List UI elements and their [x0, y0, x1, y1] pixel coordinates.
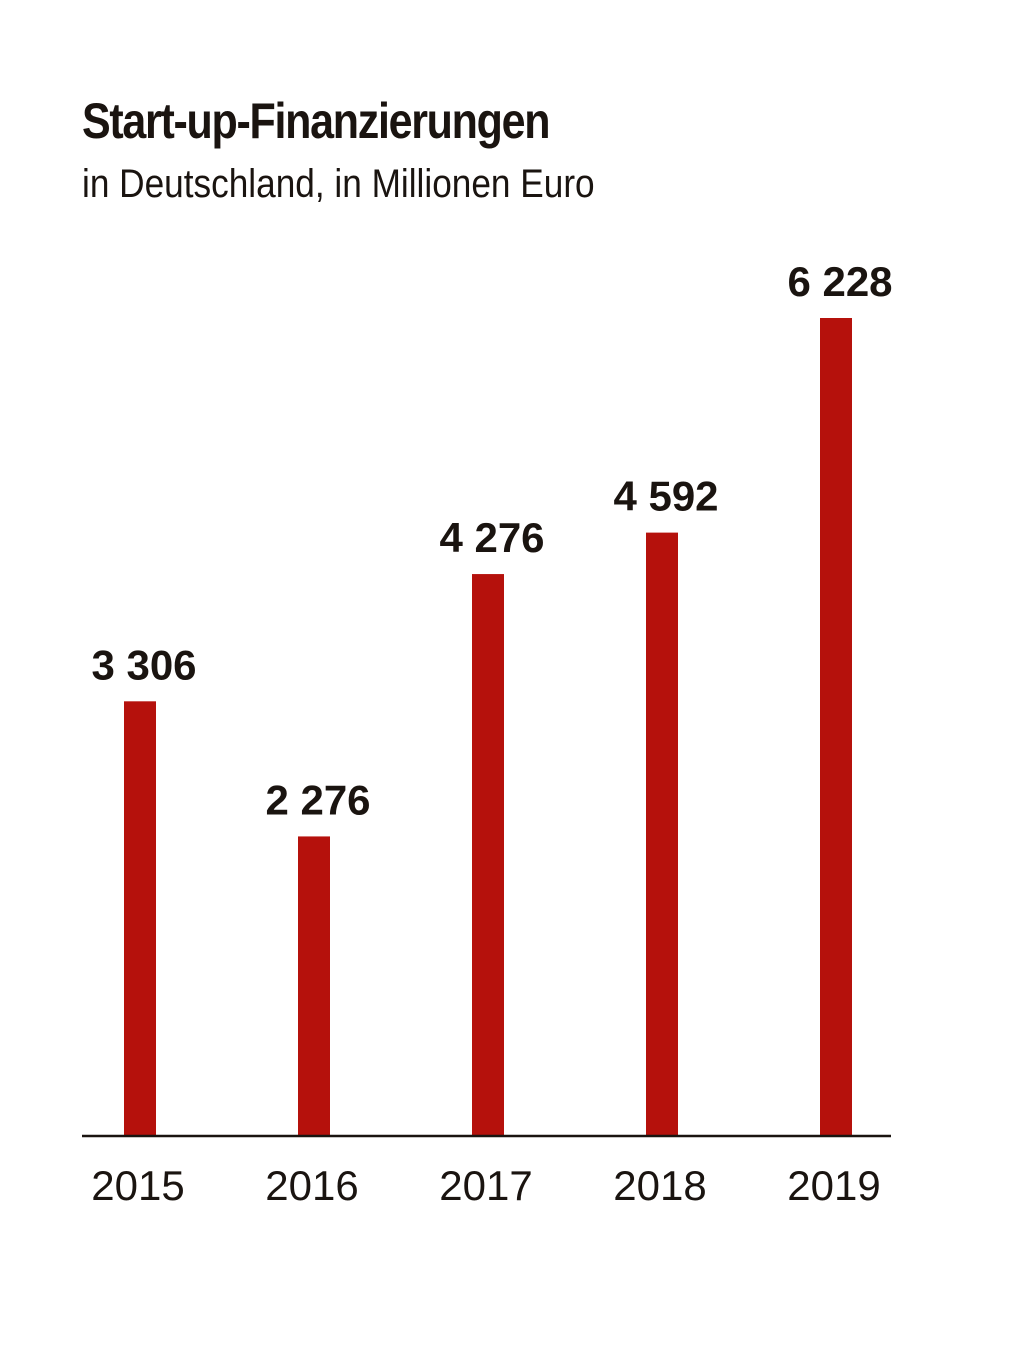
bar-2017 — [472, 574, 504, 1135]
bar-2015 — [124, 701, 156, 1135]
bar-value-label: 4 592 — [613, 473, 718, 520]
bar-2018 — [646, 532, 678, 1135]
x-tick-label: 2019 — [787, 1162, 880, 1209]
bar-value-label: 2 276 — [265, 776, 370, 823]
x-tick-label: 2016 — [265, 1162, 358, 1209]
bar-2019 — [820, 318, 852, 1135]
chart-subtitle: in Deutschland, in Millionen Euro — [82, 162, 595, 206]
bar-2016 — [298, 836, 330, 1135]
x-tick-label: 2015 — [91, 1162, 184, 1209]
x-tick-label: 2018 — [613, 1162, 706, 1209]
bar-value-label: 6 228 — [787, 258, 892, 305]
x-tick-label: 2017 — [439, 1162, 532, 1209]
bar-value-label: 3 306 — [91, 641, 196, 688]
bar-value-label: 4 276 — [439, 514, 544, 561]
chart-title: Start-up-Finanzierungen — [82, 93, 550, 149]
